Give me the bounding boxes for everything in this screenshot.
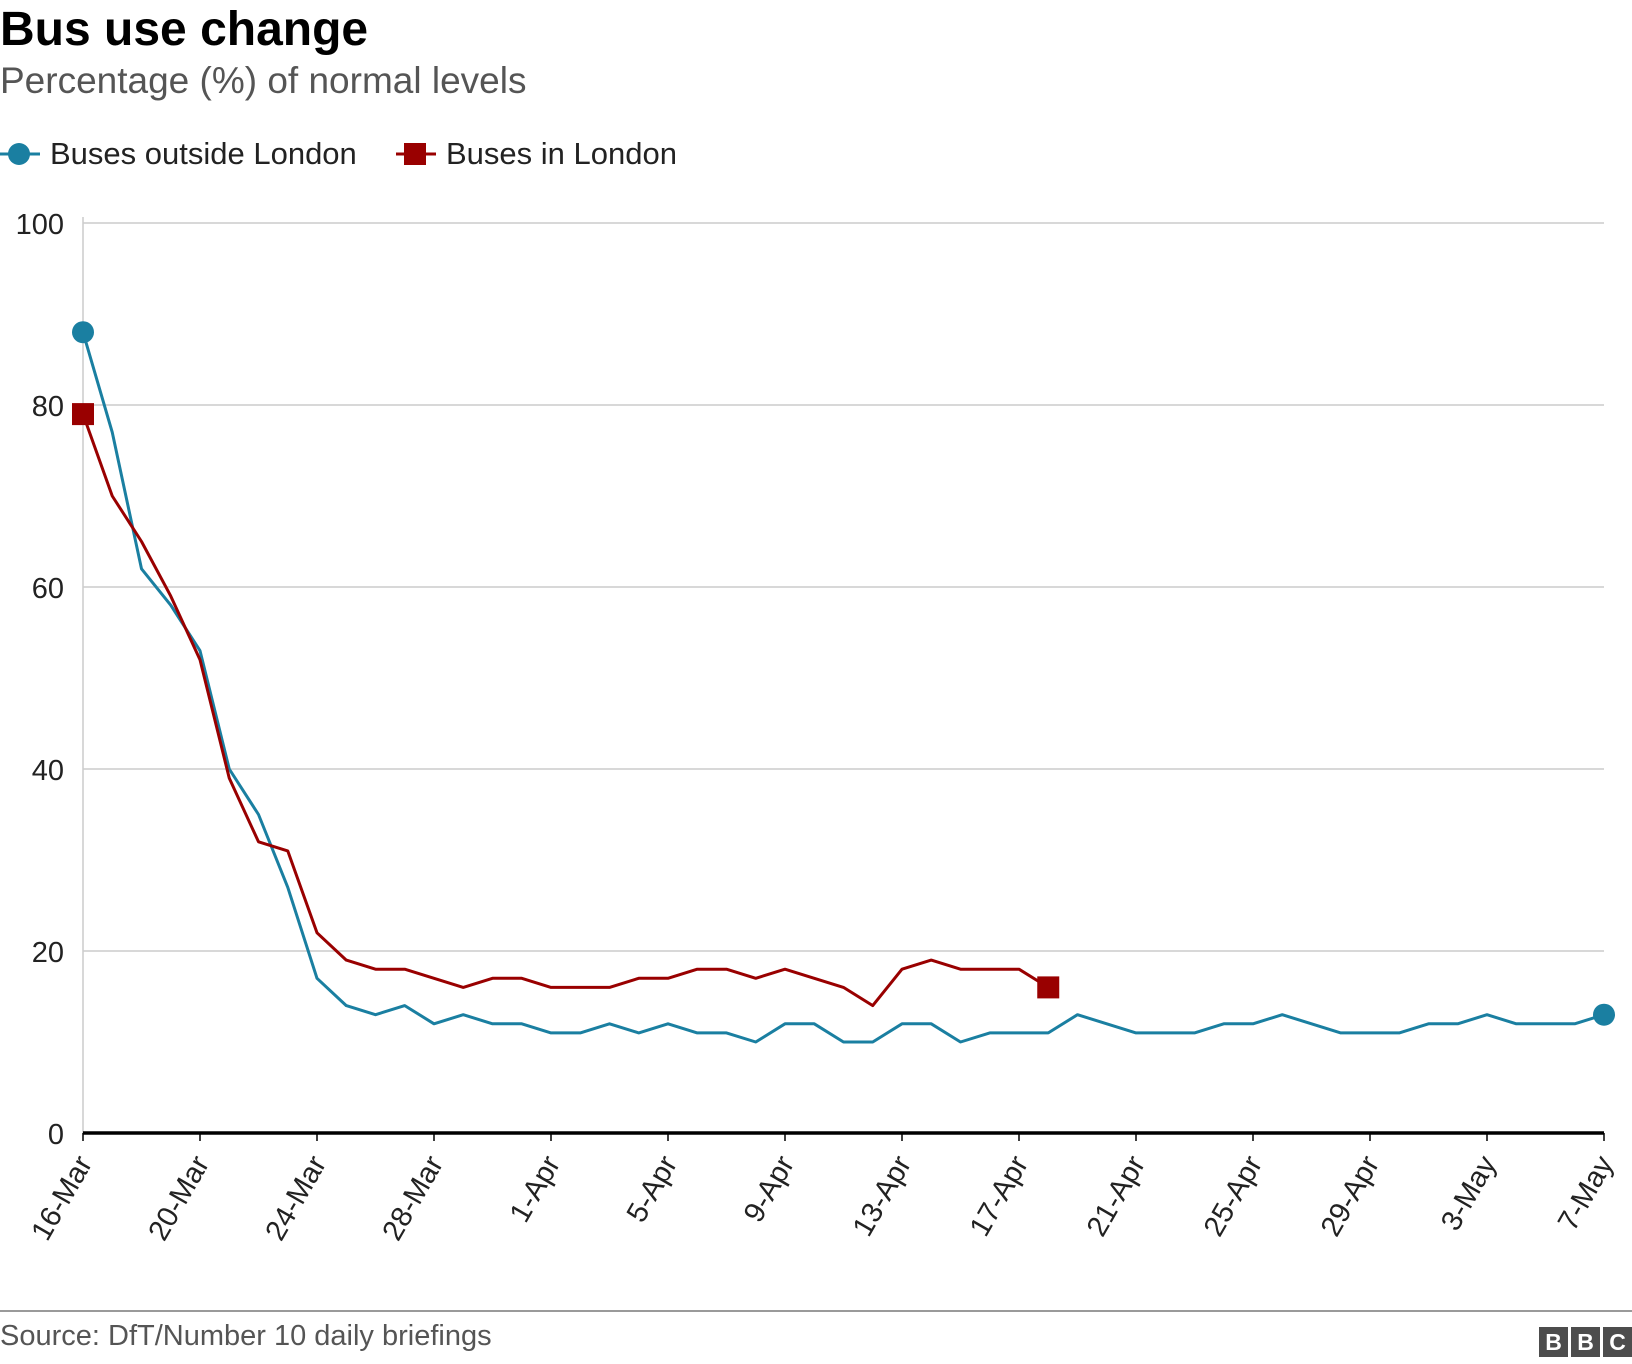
x-tick-label: 24-Mar (259, 1150, 333, 1246)
y-tick-label: 0 (48, 1119, 64, 1151)
bbc-logo-letter: C (1603, 1327, 1632, 1357)
legend-item-outside-london: Buses outside London (0, 136, 357, 172)
legend-item-in-london: Buses in London (396, 136, 677, 172)
x-tick-label: 13-Apr (847, 1150, 918, 1242)
bbc-logo: B B C (1539, 1327, 1632, 1357)
y-tick-label: 40 (32, 755, 64, 787)
axes: 0 20 40 60 80 100 16-Mar 20-Mar 24-Mar 28-Mar 1-Ap… (16, 209, 1621, 1246)
x-tick-label: 28-Mar (376, 1150, 450, 1246)
series-line-buses-in-london (81, 413, 1050, 1008)
y-tick-label: 60 (32, 573, 64, 605)
chart-title: Bus use change (0, 3, 369, 56)
bbc-logo-letter: B (1571, 1327, 1600, 1357)
legend-label-in-london: Buses in London (446, 136, 677, 171)
line-chart: 0 20 40 60 80 100 16-Mar 20-Mar 24-Mar 28-Mar 1-Ap… (16, 209, 1621, 1246)
x-tick-label: 5-Apr (621, 1150, 684, 1228)
y-tick-label: 100 (16, 209, 64, 241)
x-tick-label: 29-Apr (1315, 1150, 1386, 1242)
x-tick-label: 9-Apr (738, 1150, 801, 1228)
legend-circle-marker-icon (0, 143, 40, 165)
x-tick-label: 16-Mar (25, 1150, 99, 1246)
legend-label-outside-london: Buses outside London (50, 136, 357, 171)
legend-square-marker-icon (396, 143, 436, 165)
series-line-buses-outside-london (81, 331, 1605, 1044)
x-tick-label: 20-Mar (142, 1150, 216, 1246)
marker-point-buses-outside-london (1593, 1003, 1615, 1026)
grid-lines (82, 217, 1604, 1133)
x-tick-label: 21-Apr (1081, 1150, 1152, 1242)
marker-point-buses-outside-london (72, 321, 94, 344)
source-note: Source: DfT/Number 10 daily briefings (0, 1320, 492, 1352)
chart-subtitle: Percentage (%) of normal levels (0, 60, 527, 101)
x-tick-label: 17-Apr (964, 1150, 1035, 1242)
y-tick-label: 20 (32, 937, 64, 969)
x-tick-label: 1-Apr (504, 1150, 567, 1228)
bbc-logo-letter: B (1539, 1327, 1568, 1357)
marker-point-buses-in-london (72, 403, 94, 426)
y-tick-label: 80 (32, 391, 64, 423)
x-tick-label: 25-Apr (1198, 1150, 1269, 1242)
series-lines (81, 331, 1605, 1044)
marker-point-buses-in-london (1037, 976, 1060, 999)
x-tick-label: 3-May (1435, 1150, 1503, 1236)
series-markers (72, 321, 1615, 1026)
x-tick-label: 7-May (1552, 1150, 1620, 1236)
footer-divider (0, 1310, 1632, 1312)
